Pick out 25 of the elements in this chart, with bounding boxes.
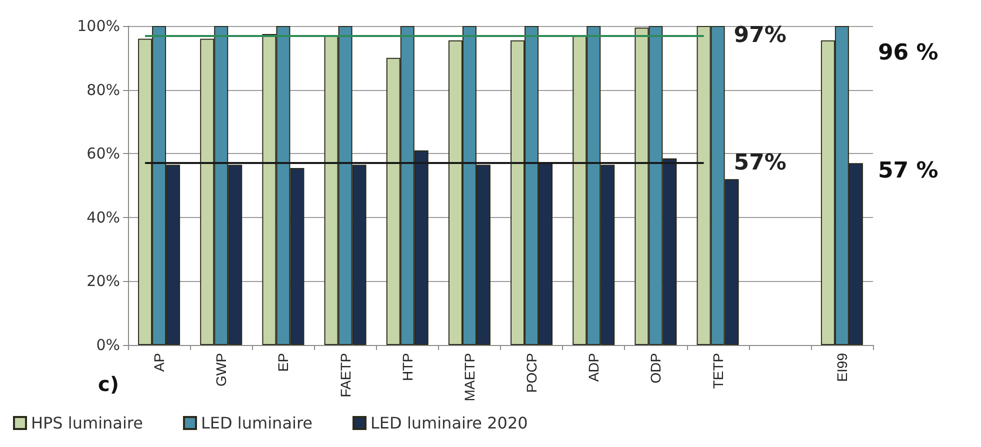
- x-tick-label: MAETP: [461, 353, 478, 402]
- legend-label: LED luminaire 2020: [370, 414, 528, 432]
- text: 57 %: [878, 158, 938, 184]
- x-tick-label: ODP: [648, 353, 664, 384]
- x-tick-label: ADP: [586, 353, 602, 382]
- legend-label: HPS luminaire: [31, 414, 143, 432]
- y-tick-label: 80%: [86, 80, 120, 99]
- x-tick-label: POCP: [524, 353, 540, 393]
- ref-line-label: 97%: [734, 23, 786, 48]
- y-tick-label: 40%: [86, 208, 120, 226]
- x-tick-label: FAETP: [337, 353, 354, 398]
- x-tick-label: AP: [151, 353, 168, 372]
- ref-line-label: 57%: [734, 150, 786, 176]
- legend-label: LED luminaire: [201, 414, 313, 432]
- text: 96 %: [878, 40, 938, 66]
- x-tick-label: HTP: [399, 353, 416, 381]
- y-tick-label: 100%: [77, 17, 120, 35]
- x-tick-label: GWP: [213, 353, 230, 386]
- y-tick-label: 60%: [86, 144, 120, 163]
- x-tick-label: TETP: [710, 353, 726, 389]
- y-tick-label: 20%: [86, 272, 120, 290]
- y-tick-label: 0%: [96, 336, 120, 354]
- text: c): [98, 372, 119, 396]
- x-tick-label: EI99: [834, 352, 850, 382]
- x-tick-label: EP: [275, 353, 292, 372]
